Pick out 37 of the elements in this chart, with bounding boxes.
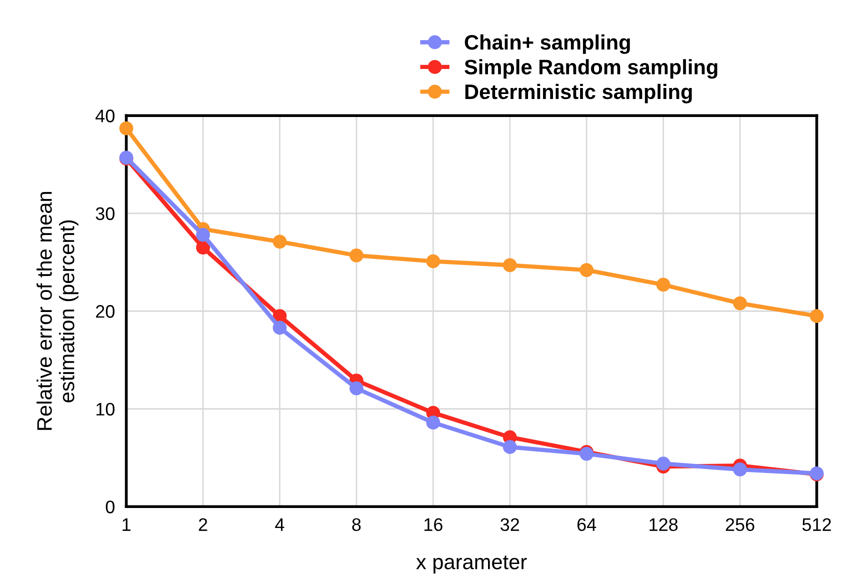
legend-label: Deterministic sampling (465, 84, 692, 104)
x-tick-label: 1 (122, 518, 130, 531)
x-tick-label: 4 (275, 518, 284, 531)
point (350, 381, 364, 396)
point (733, 462, 747, 476)
point (272, 320, 287, 335)
point (272, 234, 287, 249)
x-tick-label: 128 (650, 518, 678, 532)
y-axis-title: Relative error of the mean estimation (percent) (36, 192, 78, 430)
y-tick-label: 40 (96, 110, 114, 122)
x-tick-label: 8 (352, 518, 361, 532)
point (426, 254, 440, 268)
x-tick-label: 512 (802, 518, 831, 532)
y-tick-label: 0 (106, 500, 114, 514)
point (656, 278, 670, 292)
point (502, 440, 517, 454)
point (733, 296, 747, 310)
y-tick-label: 20 (96, 305, 114, 318)
point (196, 228, 210, 242)
x-tick-label: 16 (424, 518, 442, 532)
point (580, 263, 594, 278)
x-tick-label: 32 (500, 518, 520, 532)
point (656, 456, 670, 471)
point (810, 309, 824, 323)
point (119, 121, 134, 136)
y-tick-label: 10 (96, 402, 114, 416)
y-tick-label: 30 (96, 207, 114, 220)
x-tick-label: 256 (726, 518, 754, 532)
point (502, 258, 517, 272)
x-tick-label: 64 (577, 518, 596, 532)
point (196, 240, 210, 255)
point (426, 416, 440, 430)
x-axis-title: x parameter (416, 556, 527, 574)
x-tick-label: 2 (198, 518, 208, 531)
legend-label: Simple Random sampling (464, 59, 718, 79)
point (350, 248, 364, 262)
legend-label: Chain+ sampling (464, 34, 630, 54)
